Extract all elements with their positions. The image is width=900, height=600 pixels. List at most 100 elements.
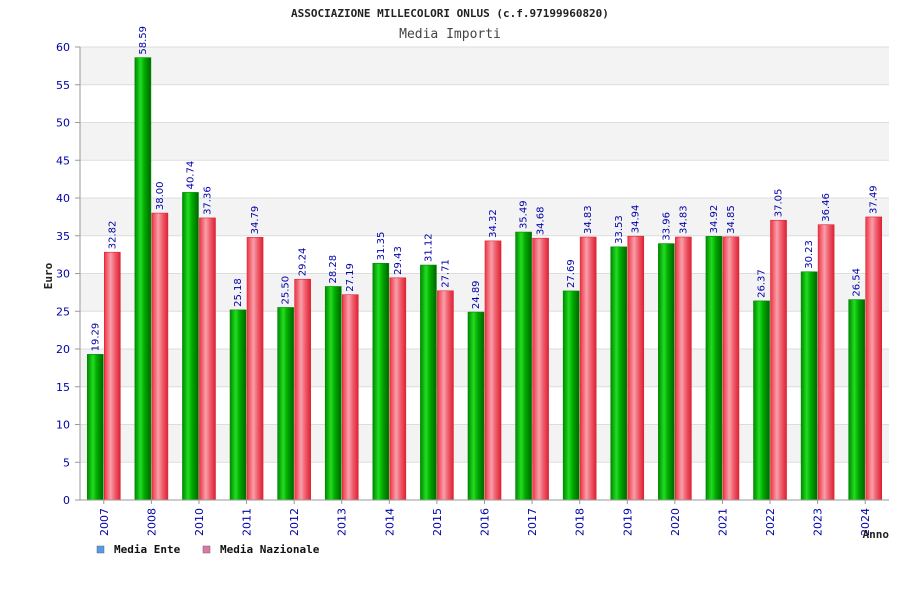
y-tick-label: 5 [63, 456, 70, 469]
x-axis-label: Anno [863, 528, 890, 541]
data-label: 29.43 [393, 246, 404, 275]
data-label: 40.74 [185, 161, 196, 190]
bar-media-ente [658, 243, 675, 501]
y-tick-label: 0 [63, 494, 70, 507]
bar-media-nazionale [341, 294, 359, 501]
bar-media-nazionale [675, 236, 692, 501]
bar-media-ente [753, 300, 770, 501]
data-label: 30.23 [804, 240, 815, 269]
bar-media-nazionale [865, 216, 883, 501]
data-label: 31.12 [423, 233, 434, 262]
y-tick-label: 35 [56, 230, 70, 243]
bar-media-nazionale [103, 251, 121, 501]
x-tick-label: 2022 [764, 508, 777, 536]
x-tick-label: 2016 [479, 508, 492, 536]
bar-media-ente [134, 57, 152, 501]
data-label: 27.69 [566, 259, 577, 288]
bar-media-ente [467, 311, 485, 501]
x-tick-label: 2020 [669, 508, 682, 536]
bar-media-ente [182, 192, 199, 501]
x-axis-ticks: 2007 2008 2010 2011 2012 2013 2014 2015 2016 2017… [98, 500, 872, 536]
bar-media-nazionale [532, 237, 549, 501]
y-tick-label: 40 [56, 192, 70, 205]
x-tick-label: 2015 [431, 508, 444, 536]
data-label: 31.35 [376, 232, 387, 261]
bars: 19.29 32.82 58.59 38.00 40.74 37.36 25.18 34.79… [86, 26, 883, 501]
data-label: 27.71 [440, 259, 451, 288]
y-tick-label: 10 [56, 419, 70, 432]
legend-label-media-nazionale: Media Nazionale [220, 543, 320, 556]
data-label: 36.46 [821, 193, 832, 222]
legend-swatch-media-ente [96, 545, 105, 554]
bar-media-ente [705, 236, 723, 501]
bar-media-nazionale [151, 212, 169, 501]
data-label: 33.96 [661, 212, 672, 241]
bar-media-nazionale [389, 277, 407, 501]
plot-band [80, 122, 889, 161]
data-label: 25.18 [233, 278, 244, 307]
data-label: 24.89 [471, 280, 482, 309]
y-axis-ticks: 0 5 10 15 20 25 30 35 40 45 50 55 60 [56, 41, 80, 507]
bar-media-nazionale [722, 236, 740, 501]
y-tick-label: 45 [56, 154, 70, 167]
data-label: 34.32 [488, 209, 499, 238]
data-label: 37.36 [202, 186, 213, 215]
data-label: 28.28 [328, 255, 339, 284]
x-tick-label: 2008 [145, 508, 158, 536]
data-label: 25.50 [281, 276, 292, 305]
bar-media-ente [420, 264, 437, 501]
y-tick-label: 60 [56, 41, 70, 54]
data-label: 33.53 [614, 215, 625, 244]
data-label: 34.94 [631, 205, 642, 234]
bar-media-ente [324, 286, 342, 501]
x-tick-label: 2014 [383, 508, 396, 536]
bar-media-ente [610, 246, 628, 501]
data-label: 29.24 [298, 248, 309, 277]
bar-media-nazionale [246, 237, 264, 501]
y-tick-label: 50 [56, 117, 70, 130]
y-tick-label: 20 [56, 343, 70, 356]
data-label: 34.85 [726, 205, 737, 234]
legend-swatch-media-nazionale [202, 545, 211, 554]
x-tick-label: 2024 [859, 508, 872, 536]
bar-media-ente [800, 271, 818, 501]
x-tick-label: 2023 [812, 508, 825, 536]
plot-band [80, 160, 889, 198]
bar-media-nazionale [199, 217, 216, 501]
bar-media-nazionale [484, 240, 502, 501]
data-label: 37.05 [774, 189, 785, 218]
data-label: 34.68 [536, 207, 547, 236]
x-tick-label: 2013 [336, 508, 349, 536]
x-tick-label: 2021 [716, 508, 729, 536]
y-axis-label: Euro [42, 262, 55, 289]
data-label: 34.92 [709, 205, 720, 234]
data-label: 58.59 [138, 26, 149, 55]
data-label: 26.54 [852, 268, 863, 297]
data-label: 19.29 [90, 323, 101, 352]
x-tick-label: 2011 [241, 508, 254, 536]
x-tick-label: 2019 [621, 508, 634, 536]
data-label: 34.83 [678, 205, 689, 234]
data-label: 37.49 [869, 185, 880, 214]
x-tick-label: 2007 [98, 508, 111, 536]
bar-media-nazionale [437, 290, 454, 501]
bar-media-nazionale [817, 224, 835, 501]
bar-media-nazionale [579, 236, 597, 501]
data-label: 26.37 [757, 269, 768, 298]
data-label: 38.00 [155, 181, 166, 210]
y-tick-label: 15 [56, 381, 70, 394]
bar-media-nazionale [627, 235, 645, 501]
data-label: 35.49 [519, 200, 530, 229]
legend-label-media-ente: Media Ente [114, 543, 181, 556]
y-tick-label: 25 [56, 305, 70, 318]
bar-media-ente [515, 231, 532, 501]
bar-media-ente [562, 290, 580, 501]
plot-band [80, 84, 889, 123]
legend: Media Ente Media Nazionale [96, 543, 320, 556]
x-tick-label: 2018 [574, 508, 587, 536]
x-tick-label: 2012 [288, 508, 301, 536]
bar-media-ente [848, 299, 866, 501]
data-label: 34.83 [583, 205, 594, 234]
bar-media-ente [277, 307, 294, 501]
